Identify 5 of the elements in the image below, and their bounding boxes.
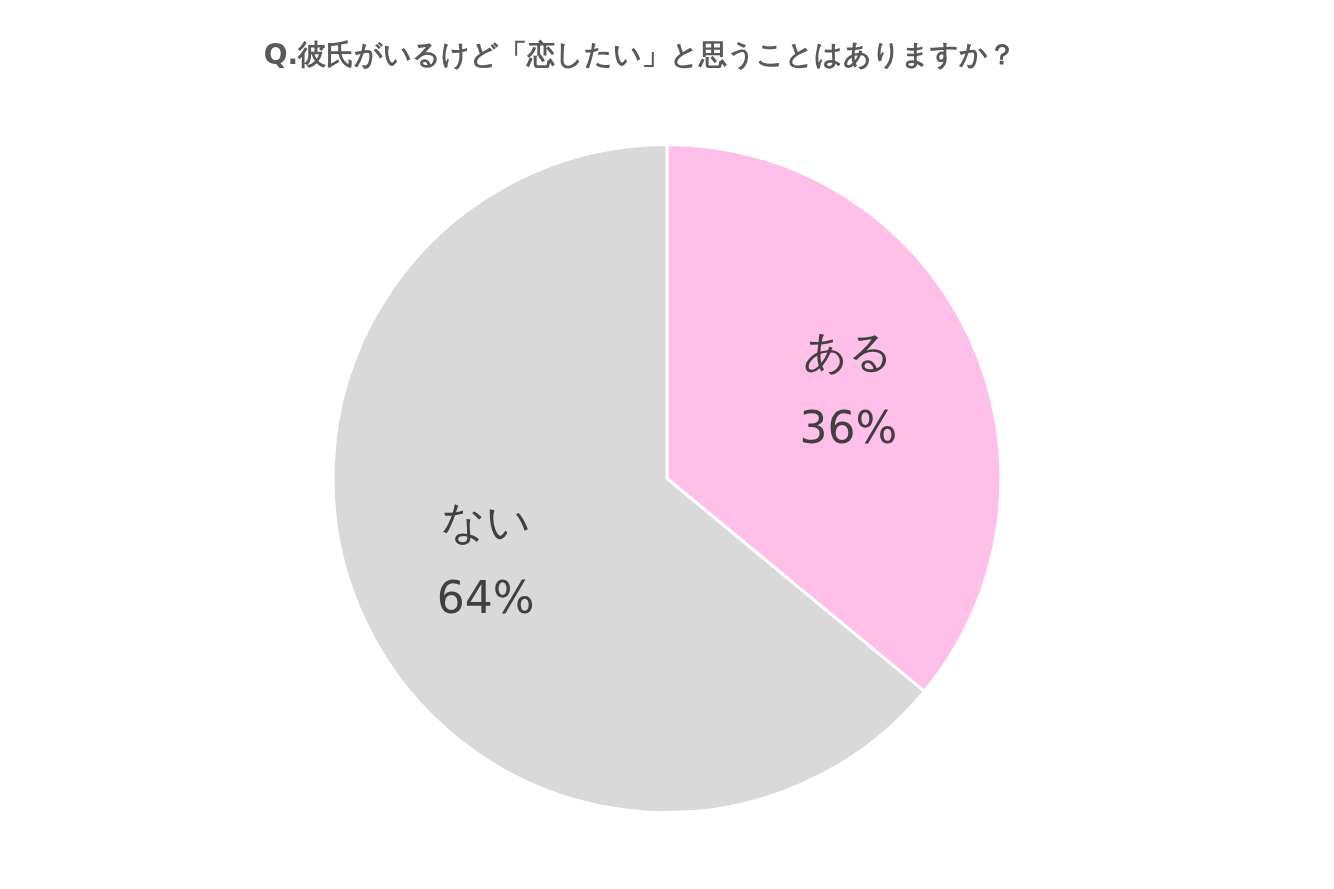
slice-label: ない [440,496,531,548]
data-label: 36% [799,401,898,453]
chart-title: Q.彼氏がいるけど「恋したい」と思うことはありますか？ [262,37,1018,73]
slice-label: ある [803,325,894,377]
data-label: 64% [436,572,535,624]
